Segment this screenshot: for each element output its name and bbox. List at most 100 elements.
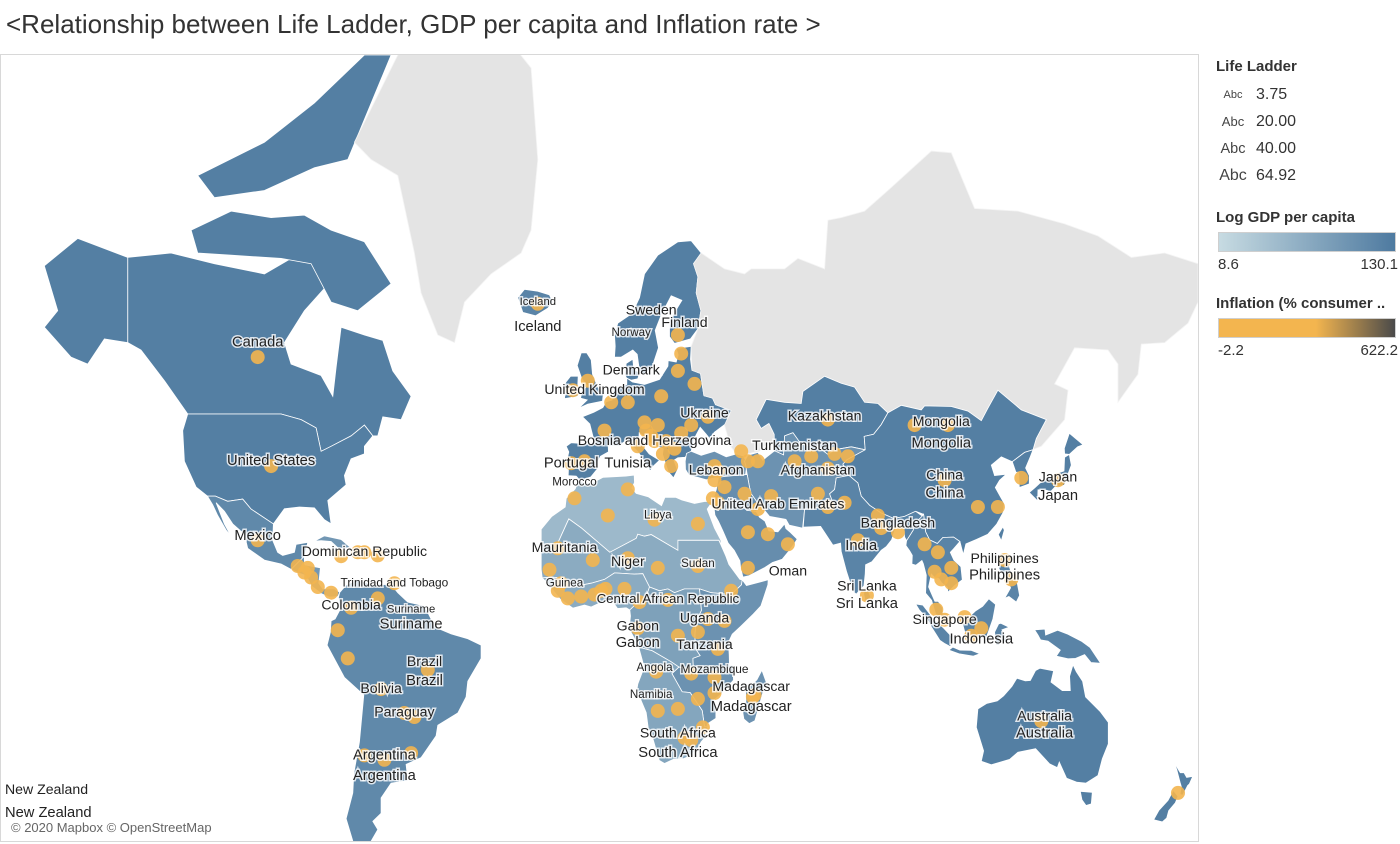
inflation-point[interactable] bbox=[1034, 714, 1049, 729]
country-label[interactable]: Japan bbox=[1036, 486, 1079, 505]
inflation-point[interactable] bbox=[837, 495, 852, 510]
country-label[interactable]: New Zealand bbox=[4, 804, 94, 823]
inflation-point[interactable] bbox=[632, 595, 647, 610]
inflation-point[interactable] bbox=[740, 454, 755, 469]
country-label[interactable]: Brazil bbox=[405, 672, 445, 691]
region-new-zealand[interactable] bbox=[1173, 761, 1194, 796]
inflation-point[interactable] bbox=[542, 562, 557, 577]
inflation-point[interactable] bbox=[710, 641, 725, 656]
country-label[interactable]: Gabon bbox=[615, 616, 660, 635]
inflation-point[interactable] bbox=[907, 418, 922, 433]
inflation-point[interactable] bbox=[530, 296, 545, 311]
country-label[interactable]: Singapore bbox=[911, 609, 978, 628]
country-label[interactable]: Australia bbox=[1016, 706, 1074, 725]
map-attribution[interactable]: © 2020 Mapbox © OpenStreetMap bbox=[11, 820, 212, 835]
country-label[interactable]: Norway bbox=[610, 324, 653, 340]
inflation-point[interactable] bbox=[567, 491, 582, 506]
inflation-point[interactable] bbox=[707, 686, 722, 700]
country-label[interactable]: Bangladesh bbox=[859, 513, 936, 532]
inflation-point[interactable] bbox=[630, 621, 645, 636]
inflation-point[interactable] bbox=[670, 701, 685, 716]
country-label[interactable]: Tunisia bbox=[603, 454, 654, 473]
inflation-point[interactable] bbox=[407, 710, 422, 724]
country-label[interactable]: South Africa bbox=[638, 723, 717, 742]
inflation-point[interactable] bbox=[747, 688, 762, 702]
region-greenland[interactable] bbox=[353, 55, 539, 344]
country-label[interactable]: Bolivia bbox=[359, 678, 404, 697]
country-label[interactable]: Libya bbox=[642, 507, 673, 523]
inflation-point[interactable] bbox=[600, 508, 615, 523]
inflation-point[interactable] bbox=[687, 376, 702, 391]
country-label[interactable]: Namibia bbox=[628, 687, 674, 703]
inflation-point[interactable] bbox=[870, 508, 885, 523]
inflation-point[interactable] bbox=[374, 682, 389, 697]
inflation-point[interactable] bbox=[344, 600, 359, 615]
country-label[interactable]: Mozambique bbox=[679, 660, 750, 677]
inflation-point[interactable] bbox=[917, 537, 932, 552]
inflation-point[interactable] bbox=[695, 720, 710, 735]
country-label[interactable]: Mongolia bbox=[911, 412, 971, 431]
country-label[interactable]: Gabon bbox=[614, 634, 661, 653]
inflation-point[interactable] bbox=[684, 733, 699, 748]
country-label[interactable]: Morocco bbox=[551, 474, 598, 490]
inflation-point[interactable] bbox=[654, 389, 669, 404]
country-label[interactable]: China bbox=[924, 484, 966, 503]
country-label[interactable]: Dominican Republic bbox=[300, 542, 428, 561]
country-label[interactable]: Central African Republic bbox=[595, 590, 741, 608]
inflation-point[interactable] bbox=[684, 666, 699, 681]
inflation-point[interactable] bbox=[684, 418, 699, 433]
map-view[interactable]: Canada United States Mexico Dominican Repub… bbox=[0, 54, 1199, 842]
country-label[interactable]: Niger bbox=[609, 551, 646, 570]
country-label[interactable]: Oman bbox=[767, 561, 808, 580]
inflation-point[interactable] bbox=[664, 459, 679, 474]
region-russia[interactable] bbox=[690, 150, 1198, 457]
inflation-point[interactable] bbox=[674, 346, 689, 361]
inflation-point[interactable] bbox=[324, 585, 339, 600]
inflation-point[interactable] bbox=[810, 486, 825, 501]
inflation-point[interactable] bbox=[937, 473, 952, 488]
inflation-point[interactable] bbox=[690, 559, 705, 573]
country-label[interactable]: Iceland bbox=[513, 318, 563, 337]
country-label[interactable]: Brazil bbox=[405, 651, 443, 670]
inflation-point[interactable] bbox=[580, 373, 595, 388]
inflation-point[interactable] bbox=[620, 551, 635, 566]
inflation-point[interactable] bbox=[585, 553, 600, 568]
inflation-point[interactable] bbox=[710, 495, 725, 510]
inflation-point[interactable] bbox=[940, 418, 955, 433]
inflation-point[interactable] bbox=[250, 533, 265, 548]
region-alaska[interactable] bbox=[43, 237, 129, 365]
country-label[interactable]: Argentina bbox=[351, 766, 418, 785]
inflation-point[interactable] bbox=[937, 612, 952, 627]
region-canada-islands[interactable] bbox=[197, 55, 392, 199]
inflation-point[interactable] bbox=[264, 459, 279, 474]
inflation-point[interactable] bbox=[934, 572, 949, 587]
country-label[interactable]: Sri Lanka bbox=[834, 594, 900, 613]
inflation-point[interactable] bbox=[617, 581, 632, 596]
inflation-point[interactable] bbox=[859, 588, 874, 603]
inflation-point[interactable] bbox=[334, 549, 349, 564]
inflation-point[interactable] bbox=[804, 449, 819, 464]
country-label[interactable]: United Kingdom bbox=[543, 379, 646, 398]
inflation-point[interactable] bbox=[670, 363, 685, 378]
country-label[interactable]: Suriname bbox=[385, 602, 436, 617]
inflation-point[interactable] bbox=[357, 545, 372, 560]
inflation-point[interactable] bbox=[630, 439, 645, 454]
inflation-point[interactable] bbox=[340, 651, 355, 666]
country-label[interactable]: Iceland bbox=[518, 295, 557, 310]
country-label[interactable]: Denmark bbox=[601, 360, 662, 379]
inflation-point[interactable] bbox=[827, 446, 842, 461]
inflation-point[interactable] bbox=[957, 610, 972, 625]
inflation-point[interactable] bbox=[764, 489, 779, 504]
inflation-point[interactable] bbox=[598, 581, 613, 596]
inflation-point[interactable] bbox=[670, 328, 685, 342]
inflation-point[interactable] bbox=[690, 691, 705, 706]
inflation-point[interactable] bbox=[717, 613, 732, 628]
country-label[interactable]: Ukraine bbox=[679, 403, 731, 422]
inflation-point[interactable] bbox=[724, 583, 739, 598]
inflation-point[interactable] bbox=[650, 418, 665, 433]
inflation-point[interactable] bbox=[660, 592, 675, 607]
country-label[interactable]: New Zealand bbox=[4, 780, 90, 799]
country-label[interactable]: Bosnia and Herzegovina bbox=[576, 430, 733, 449]
inflation-point[interactable] bbox=[700, 409, 715, 424]
country-label[interactable]: Argentina bbox=[351, 746, 418, 765]
